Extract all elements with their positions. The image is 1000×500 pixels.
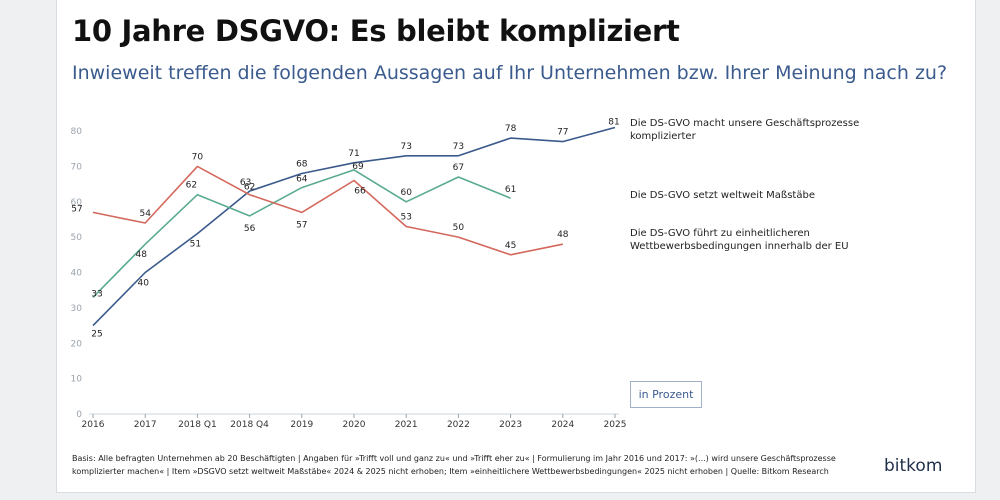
data-label: 50 (453, 223, 465, 233)
data-label: 63 (240, 178, 251, 188)
data-label: 66 (354, 187, 366, 197)
data-label: 62 (244, 183, 255, 193)
y-tick-label: 0 (76, 410, 82, 420)
data-label: 53 (400, 213, 411, 223)
y-tick-label: 10 (71, 375, 83, 385)
data-label: 51 (190, 240, 201, 250)
data-label: 40 (137, 279, 149, 289)
unit-label: in Prozent (630, 381, 702, 408)
data-label: 62 (186, 181, 197, 191)
data-label: 54 (139, 209, 151, 219)
y-tick-label: 40 (71, 269, 83, 279)
data-label: 68 (296, 159, 308, 169)
chart-card (56, 0, 976, 493)
y-tick-label: 80 (71, 127, 83, 137)
chart-subtitle: Inwieweit treffen die folgenden Aussagen… (72, 62, 948, 84)
y-tick-label: 60 (71, 198, 83, 208)
data-label: 69 (352, 162, 364, 172)
x-tick-label: 2020 (343, 420, 366, 430)
series-line-1 (92, 126, 616, 327)
y-tick-label: 50 (71, 233, 83, 243)
legend-entry-3: Die DS-GVO führt zu einheitlicheren Wettb… (630, 228, 849, 252)
data-label: 71 (348, 149, 359, 159)
chart-title: 10 Jahre DSGVO: Es bleibt kompliziert (72, 14, 680, 48)
x-tick-label: 2017 (134, 420, 157, 430)
data-label: 48 (135, 250, 147, 260)
x-tick-label: 2018 Q1 (178, 420, 217, 430)
data-label: 60 (400, 188, 412, 198)
legend-entry-2: Die DS-GVO setzt weltweit Maßstäbe (630, 190, 815, 201)
x-tick-label: 2018 Q4 (230, 420, 269, 430)
x-tick-label: 2024 (551, 420, 574, 430)
x-tick-label: 2025 (604, 420, 627, 430)
y-tick-label: 70 (71, 162, 83, 172)
data-label: 67 (453, 163, 464, 173)
data-label: 77 (557, 128, 568, 138)
data-label: 61 (505, 185, 516, 195)
x-tick-label: 2022 (447, 420, 470, 430)
x-tick-label: 2023 (499, 420, 522, 430)
series-line-3 (92, 165, 563, 256)
data-label: 45 (505, 241, 516, 251)
data-label: 64 (296, 175, 308, 185)
bitkom-logo: bitkom (884, 456, 943, 476)
legend-entry-1: Die DS-GVO macht unsere Geschäftsprozess… (630, 118, 859, 142)
data-label: 56 (244, 224, 256, 234)
data-label: 70 (192, 152, 204, 162)
data-label: 81 (608, 117, 619, 127)
x-tick-label: 2021 (395, 420, 418, 430)
data-label: 25 (91, 330, 102, 340)
y-tick-label: 30 (71, 304, 83, 314)
data-label: 73 (453, 142, 464, 152)
x-tick-label: 2019 (290, 420, 313, 430)
x-tick-label: 2016 (82, 420, 105, 430)
data-label: 33 (91, 289, 102, 299)
series-line-2 (92, 169, 511, 298)
data-label: 48 (557, 230, 569, 240)
data-label: 78 (505, 124, 517, 134)
data-label: 57 (71, 204, 82, 214)
y-tick-label: 20 (71, 339, 83, 349)
data-label: 73 (400, 142, 411, 152)
data-label: 57 (296, 220, 307, 230)
footnote: Basis: Alle befragten Unternehmen ab 20 … (72, 454, 836, 476)
